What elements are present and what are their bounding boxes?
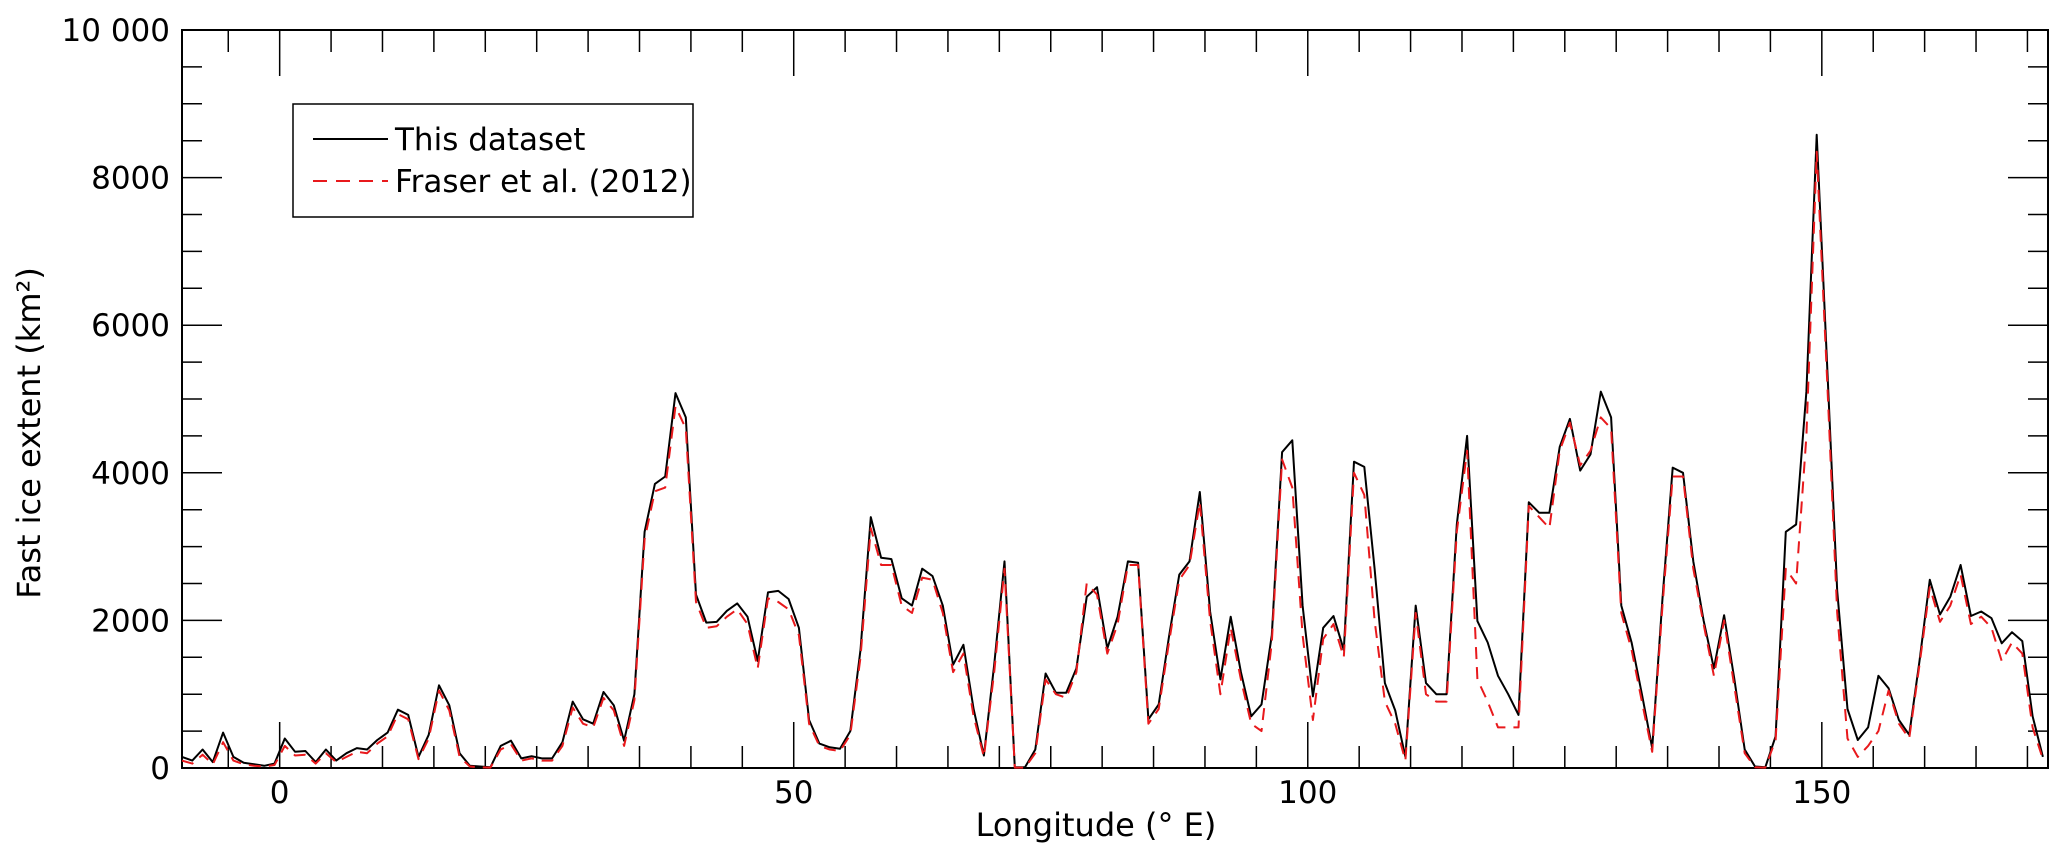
legend-label-fraser-2012: Fraser et al. (2012) [395,164,692,200]
y-tick-label: 2000 [91,603,170,639]
x-tick-label: 0 [270,775,290,811]
legend-label-this-dataset: This dataset [394,122,585,158]
y-axis-label: Fast ice extent (km²) [10,267,48,599]
legend-box [292,103,694,218]
legend: This dataset Fraser et al. (2012) [292,103,694,218]
x-tick-label: 100 [1278,775,1337,811]
y-tick-label: 8000 [91,161,170,197]
series-line-this-dataset [181,133,2044,769]
x-tick-label: 50 [774,775,813,811]
y-tick-label: 4000 [91,456,170,492]
y-tick-label: 10 000 [62,13,170,49]
series-layer [181,133,2044,769]
series-line-fraser-2012 [181,150,2044,769]
y-tick-label: 6000 [91,308,170,344]
y-axis-ticks: 0 2000 4000 6000 8000 10 000 [62,13,2048,787]
x-axis-ticks: 0 50 100 150 [227,30,2029,811]
x-axis-label: Longitude (° E) [976,806,1217,844]
x-tick-label: 150 [1792,775,1851,811]
y-tick-label: 0 [150,751,170,787]
